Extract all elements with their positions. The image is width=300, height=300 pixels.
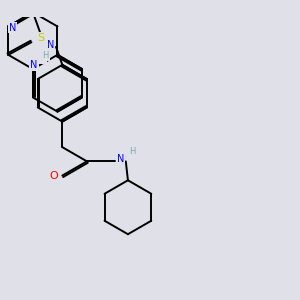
Text: S: S (37, 33, 44, 43)
Text: N: N (30, 60, 38, 70)
Text: O: O (50, 171, 58, 181)
Text: N: N (47, 40, 54, 50)
Text: H: H (129, 147, 135, 156)
Text: N: N (9, 22, 16, 32)
Text: H: H (40, 54, 46, 63)
Text: H: H (42, 51, 49, 60)
Text: N: N (117, 154, 124, 164)
